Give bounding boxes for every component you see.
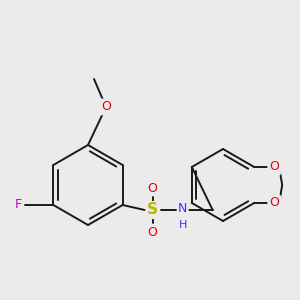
Text: O: O — [269, 196, 279, 209]
Text: H: H — [178, 220, 187, 230]
Text: N: N — [178, 202, 187, 214]
Text: F: F — [15, 199, 22, 212]
Text: O: O — [148, 182, 158, 194]
Text: O: O — [269, 160, 279, 173]
Text: S: S — [147, 202, 158, 217]
Text: O: O — [148, 226, 158, 238]
Text: O: O — [101, 100, 111, 113]
